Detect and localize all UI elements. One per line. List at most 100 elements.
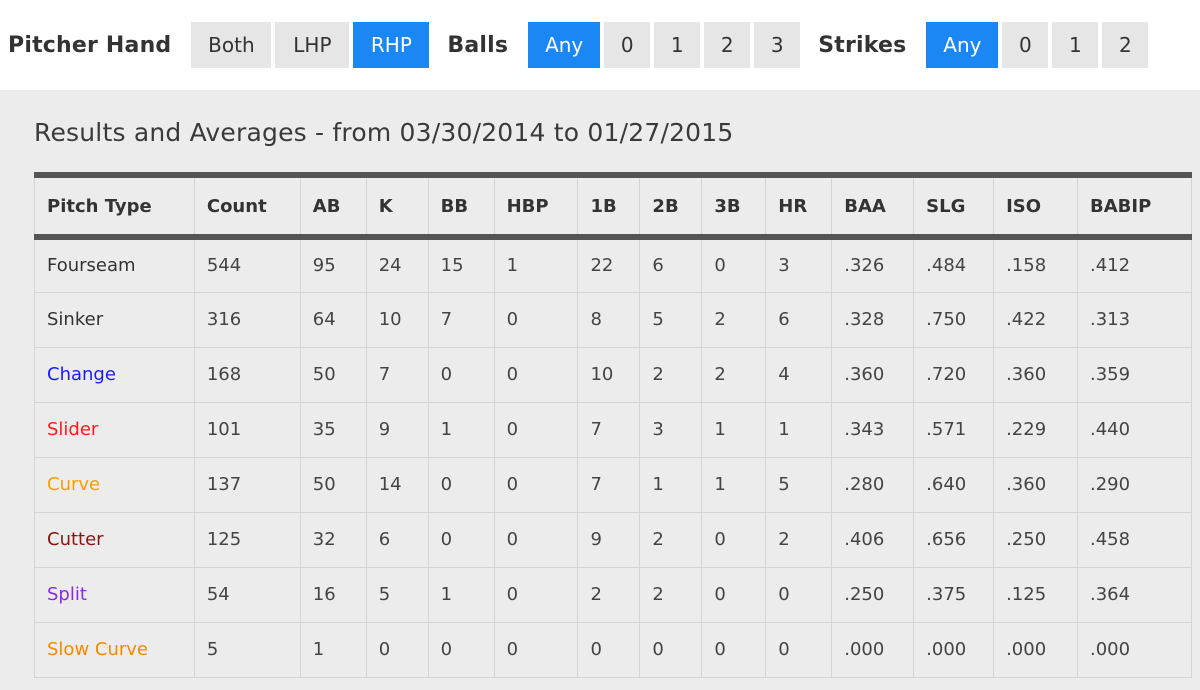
table-cell: 50 bbox=[299, 457, 367, 513]
table-cell: .158 bbox=[993, 237, 1078, 293]
column-header[interactable]: Pitch Type bbox=[34, 175, 195, 240]
results-panel: Results and Averages - from 03/30/2014 t… bbox=[0, 90, 1200, 690]
table-cell: 6 bbox=[639, 237, 702, 293]
table-cell: .412 bbox=[1077, 237, 1192, 293]
strikes-any-button[interactable]: Any bbox=[926, 22, 999, 68]
column-header[interactable]: Count bbox=[193, 175, 301, 240]
table-cell: 1 bbox=[427, 567, 495, 623]
table-cell: 7 bbox=[577, 457, 640, 513]
table-cell: 0 bbox=[493, 512, 578, 568]
table-cell: 95 bbox=[299, 237, 367, 293]
results-title: Results and Averages - from 03/30/2014 t… bbox=[34, 118, 734, 147]
table-cell: 1 bbox=[427, 402, 495, 458]
balls-any-button[interactable]: Any bbox=[528, 22, 601, 68]
table-cell: 10 bbox=[365, 292, 429, 348]
table-cell: 1 bbox=[493, 237, 578, 293]
table-cell: 1 bbox=[701, 457, 766, 513]
table-cell: .328 bbox=[831, 292, 914, 348]
column-header[interactable]: 1B bbox=[577, 175, 640, 240]
table-cell: 2 bbox=[639, 567, 702, 623]
balls-0-button[interactable]: 0 bbox=[604, 22, 651, 68]
column-header[interactable]: SLG bbox=[913, 175, 994, 240]
table-cell: 2 bbox=[701, 347, 766, 403]
table-cell: 9 bbox=[577, 512, 640, 568]
filter-bar: Pitcher Hand Both LHP RHP Balls Any 0 1 … bbox=[0, 0, 1200, 90]
pitch-type-cell: Sinker bbox=[34, 292, 195, 348]
table-cell: 0 bbox=[701, 512, 766, 568]
table-cell: .000 bbox=[1077, 622, 1192, 678]
table-cell: .290 bbox=[1077, 457, 1192, 513]
table-cell: 2 bbox=[701, 292, 766, 348]
pitcher-hand-rhp-button[interactable]: RHP bbox=[353, 22, 430, 68]
table-cell: .000 bbox=[831, 622, 914, 678]
strikes-2-button[interactable]: 2 bbox=[1102, 22, 1149, 68]
table-cell: .326 bbox=[831, 237, 914, 293]
table-cell: .313 bbox=[1077, 292, 1192, 348]
table-cell: 24 bbox=[365, 237, 429, 293]
table-cell: 7 bbox=[577, 402, 640, 458]
pitcher-hand-lhp-button[interactable]: LHP bbox=[275, 22, 350, 68]
balls-1-button[interactable]: 1 bbox=[654, 22, 701, 68]
table-cell: 0 bbox=[493, 347, 578, 403]
column-header[interactable]: HBP bbox=[493, 175, 578, 240]
strikes-0-button[interactable]: 0 bbox=[1002, 22, 1049, 68]
table-cell: 5 bbox=[639, 292, 702, 348]
column-header[interactable]: ISO bbox=[993, 175, 1078, 240]
table-cell: .360 bbox=[831, 347, 914, 403]
table-cell: 6 bbox=[765, 292, 832, 348]
table-cell: .280 bbox=[831, 457, 914, 513]
pitcher-hand-group: Both LHP RHP bbox=[191, 22, 433, 68]
table-cell: .229 bbox=[993, 402, 1078, 458]
column-header[interactable]: HR bbox=[765, 175, 832, 240]
table-cell: .484 bbox=[913, 237, 994, 293]
table-cell: .360 bbox=[993, 347, 1078, 403]
table-cell: 64 bbox=[299, 292, 367, 348]
table-cell: .359 bbox=[1077, 347, 1192, 403]
table-cell: .250 bbox=[993, 512, 1078, 568]
table-cell: 125 bbox=[193, 512, 301, 568]
table-cell: .000 bbox=[993, 622, 1078, 678]
table-cell: 32 bbox=[299, 512, 367, 568]
table-row: Change 168 50 7 0 0 10 2 2 4.360.720.360.359 bbox=[34, 347, 1192, 403]
table-cell: .000 bbox=[913, 622, 994, 678]
table-header-row: Pitch Type Count AB K BB HBP 1B 2B 3B HR BAA SLG ISO… bbox=[34, 175, 1192, 240]
table-row: Slider 101 35 9 1 0 7 3 1 1.343.571.229.440 bbox=[34, 402, 1192, 458]
pitch-type-cell: Change bbox=[34, 347, 195, 403]
table-cell: 4 bbox=[765, 347, 832, 403]
balls-2-button[interactable]: 2 bbox=[704, 22, 751, 68]
column-header[interactable]: BABIP bbox=[1077, 175, 1192, 240]
table-cell: 2 bbox=[577, 567, 640, 623]
table-cell: 0 bbox=[701, 622, 766, 678]
table-cell: 0 bbox=[701, 237, 766, 293]
balls-group: Any 0 1 2 3 bbox=[528, 22, 804, 68]
balls-3-button[interactable]: 3 bbox=[754, 22, 801, 68]
table-cell: 5 bbox=[193, 622, 301, 678]
column-header[interactable]: BAA bbox=[831, 175, 914, 240]
table-cell: 2 bbox=[639, 347, 702, 403]
column-header[interactable]: AB bbox=[299, 175, 367, 240]
table-row: Split 54 16 5 1 0 2 2 0 0.250.375.125.364 bbox=[34, 567, 1192, 623]
table-cell: 15 bbox=[427, 237, 495, 293]
column-header[interactable]: K bbox=[365, 175, 429, 240]
table-cell: .422 bbox=[993, 292, 1078, 348]
table-cell: 0 bbox=[493, 402, 578, 458]
pitch-type-cell: Slider bbox=[34, 402, 195, 458]
column-header[interactable]: BB bbox=[427, 175, 495, 240]
table-cell: 0 bbox=[365, 622, 429, 678]
table-cell: .458 bbox=[1077, 512, 1192, 568]
table-cell: .640 bbox=[913, 457, 994, 513]
table-cell: .656 bbox=[913, 512, 994, 568]
table-cell: 14 bbox=[365, 457, 429, 513]
pitch-type-cell: Slow Curve bbox=[34, 622, 195, 678]
table-cell: 7 bbox=[427, 292, 495, 348]
pitch-type-cell: Split bbox=[34, 567, 195, 623]
column-header[interactable]: 3B bbox=[701, 175, 766, 240]
pitcher-hand-both-button[interactable]: Both bbox=[191, 22, 272, 68]
strikes-1-button[interactable]: 1 bbox=[1052, 22, 1099, 68]
column-header[interactable]: 2B bbox=[639, 175, 702, 240]
table-cell: 3 bbox=[639, 402, 702, 458]
table-cell: 0 bbox=[427, 622, 495, 678]
table-cell: 7 bbox=[365, 347, 429, 403]
table-cell: .750 bbox=[913, 292, 994, 348]
table-cell: 2 bbox=[765, 512, 832, 568]
